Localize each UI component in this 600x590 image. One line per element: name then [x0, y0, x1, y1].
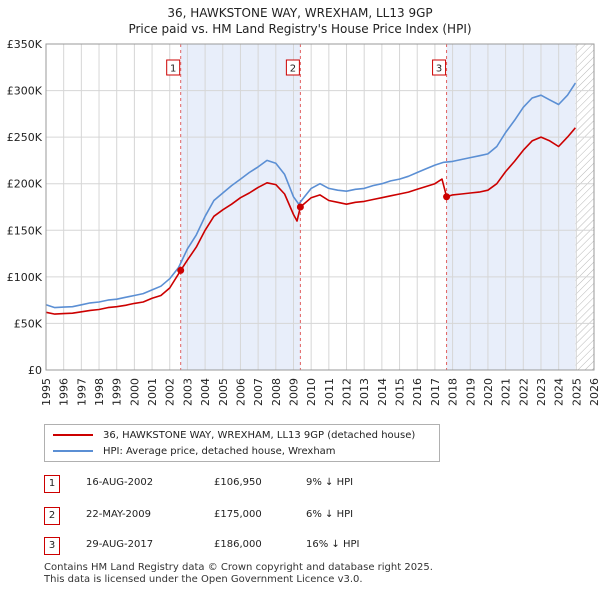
x-tick-label: 2025 [570, 378, 583, 406]
legend-hpi: HPI: Average price, detached house, Wrex… [53, 444, 336, 460]
sale-point-1 [177, 266, 185, 274]
x-tick-label: 2013 [358, 378, 371, 406]
x-tick-label: 2003 [181, 378, 194, 406]
sale-hpi-diff: 6% ↓ HPI [306, 509, 354, 520]
x-tick-label: 2012 [341, 378, 354, 406]
future-hatch-region [575, 44, 594, 370]
x-tick-label: 2002 [164, 378, 177, 406]
sale-row-2: 2 22-MAY-2009 £175,000 6% ↓ HPI [44, 505, 544, 525]
sale-number-badge: 2 [44, 507, 60, 525]
y-tick-label: £200K [7, 178, 43, 191]
x-tick-label: 1995 [40, 378, 53, 406]
legend-property-label: 36, HAWKSTONE WAY, WREXHAM, LL13 9GP (de… [103, 430, 416, 441]
x-tick-label: 2020 [482, 378, 495, 406]
chart-title-line2: Price paid vs. HM Land Registry's House … [128, 22, 472, 36]
sale-row-1: 1 16-AUG-2002 £106,950 9% ↓ HPI [44, 473, 544, 493]
x-tick-label: 2021 [500, 378, 513, 406]
property-line-swatch [53, 434, 93, 436]
sale-label-box-2 [285, 59, 300, 76]
sale-point-3 [443, 193, 451, 201]
x-tick-label: 2016 [411, 378, 424, 406]
sale-label-number: 2 [290, 64, 296, 75]
legend-hpi-label: HPI: Average price, detached house, Wrex… [103, 446, 336, 457]
footer-attribution: Contains HM Land Registry data © Crown c… [44, 562, 433, 586]
x-tick-label: 2017 [429, 378, 442, 406]
x-tick-label: 2007 [252, 378, 265, 406]
x-tick-label: 2006 [234, 378, 247, 406]
legend-box: 36, HAWKSTONE WAY, WREXHAM, LL13 9GP (de… [44, 424, 440, 462]
x-tick-label: 2019 [464, 378, 477, 406]
y-tick-label: £0 [28, 364, 42, 377]
x-tick-label: 2015 [394, 378, 407, 406]
sale-date: 29-AUG-2017 [86, 539, 154, 550]
hpi-line-swatch [53, 450, 93, 452]
plot-frame [45, 43, 595, 371]
x-tick-label: 1997 [75, 378, 88, 406]
x-tick-label: 2005 [217, 378, 230, 406]
y-tick-label: £250K [7, 131, 43, 144]
sale-label-number: 3 [436, 64, 442, 75]
sale-date: 16-AUG-2002 [86, 477, 154, 488]
legend-property: 36, HAWKSTONE WAY, WREXHAM, LL13 9GP (de… [53, 428, 415, 444]
ownership-shade-2 [446, 44, 576, 370]
sale-hpi-diff: 16% ↓ HPI [306, 539, 360, 550]
x-tick-label: 2026 [588, 378, 600, 406]
price-chart: £0 £50K £100K £150K £200K £250K £300K £350K 1995… [7, 38, 600, 406]
sale-label-box-1 [166, 59, 181, 76]
x-tick-label: 2001 [146, 378, 159, 406]
y-tick-label: £100K [7, 271, 43, 284]
sale-row-3: 3 29-AUG-2017 £186,000 16% ↓ HPI [44, 535, 544, 555]
x-tick-label: 1998 [93, 378, 106, 406]
x-tick-label: 2008 [270, 378, 283, 406]
hpi-series-line [45, 82, 577, 309]
sale-label-box-3 [432, 59, 447, 76]
x-tick-label: 2011 [323, 378, 336, 406]
y-tick-label: £150K [7, 224, 43, 237]
x-tick-label: 2014 [376, 378, 389, 406]
sale-date: 22-MAY-2009 [86, 509, 152, 520]
sale-price: £186,000 [214, 539, 262, 550]
chart-title-line1: 36, HAWKSTONE WAY, WREXHAM, LL13 9GP [167, 6, 433, 20]
x-tick-label: 2000 [128, 378, 141, 406]
property-series-line [45, 127, 577, 315]
y-tick-label: £50K [14, 317, 43, 330]
y-tick-label: £350K [7, 38, 43, 51]
y-tick-label: £300K [7, 85, 43, 98]
x-tick-label: 2010 [305, 378, 318, 406]
footer-line-2: This data is licensed under the Open Gov… [44, 574, 363, 585]
sale-number-badge: 1 [44, 475, 60, 493]
x-tick-label: 2018 [447, 378, 460, 406]
x-tick-label: 2004 [199, 378, 212, 406]
x-tick-label: 2022 [517, 378, 530, 406]
x-tick-label: 2024 [553, 378, 566, 406]
sale-hpi-diff: 9% ↓ HPI [306, 477, 354, 488]
x-tick-label: 1996 [58, 378, 71, 406]
x-tick-label: 2023 [535, 378, 548, 406]
sale-price: £175,000 [214, 509, 262, 520]
sale-price: £106,950 [214, 477, 262, 488]
sale-label-number: 1 [170, 64, 176, 75]
sale-number-badge: 3 [44, 537, 60, 555]
footer-line-1: Contains HM Land Registry data © Crown c… [44, 562, 433, 573]
x-tick-label: 2009 [287, 378, 300, 406]
sale-point-2 [296, 203, 304, 211]
x-tick-label: 1999 [111, 378, 124, 406]
